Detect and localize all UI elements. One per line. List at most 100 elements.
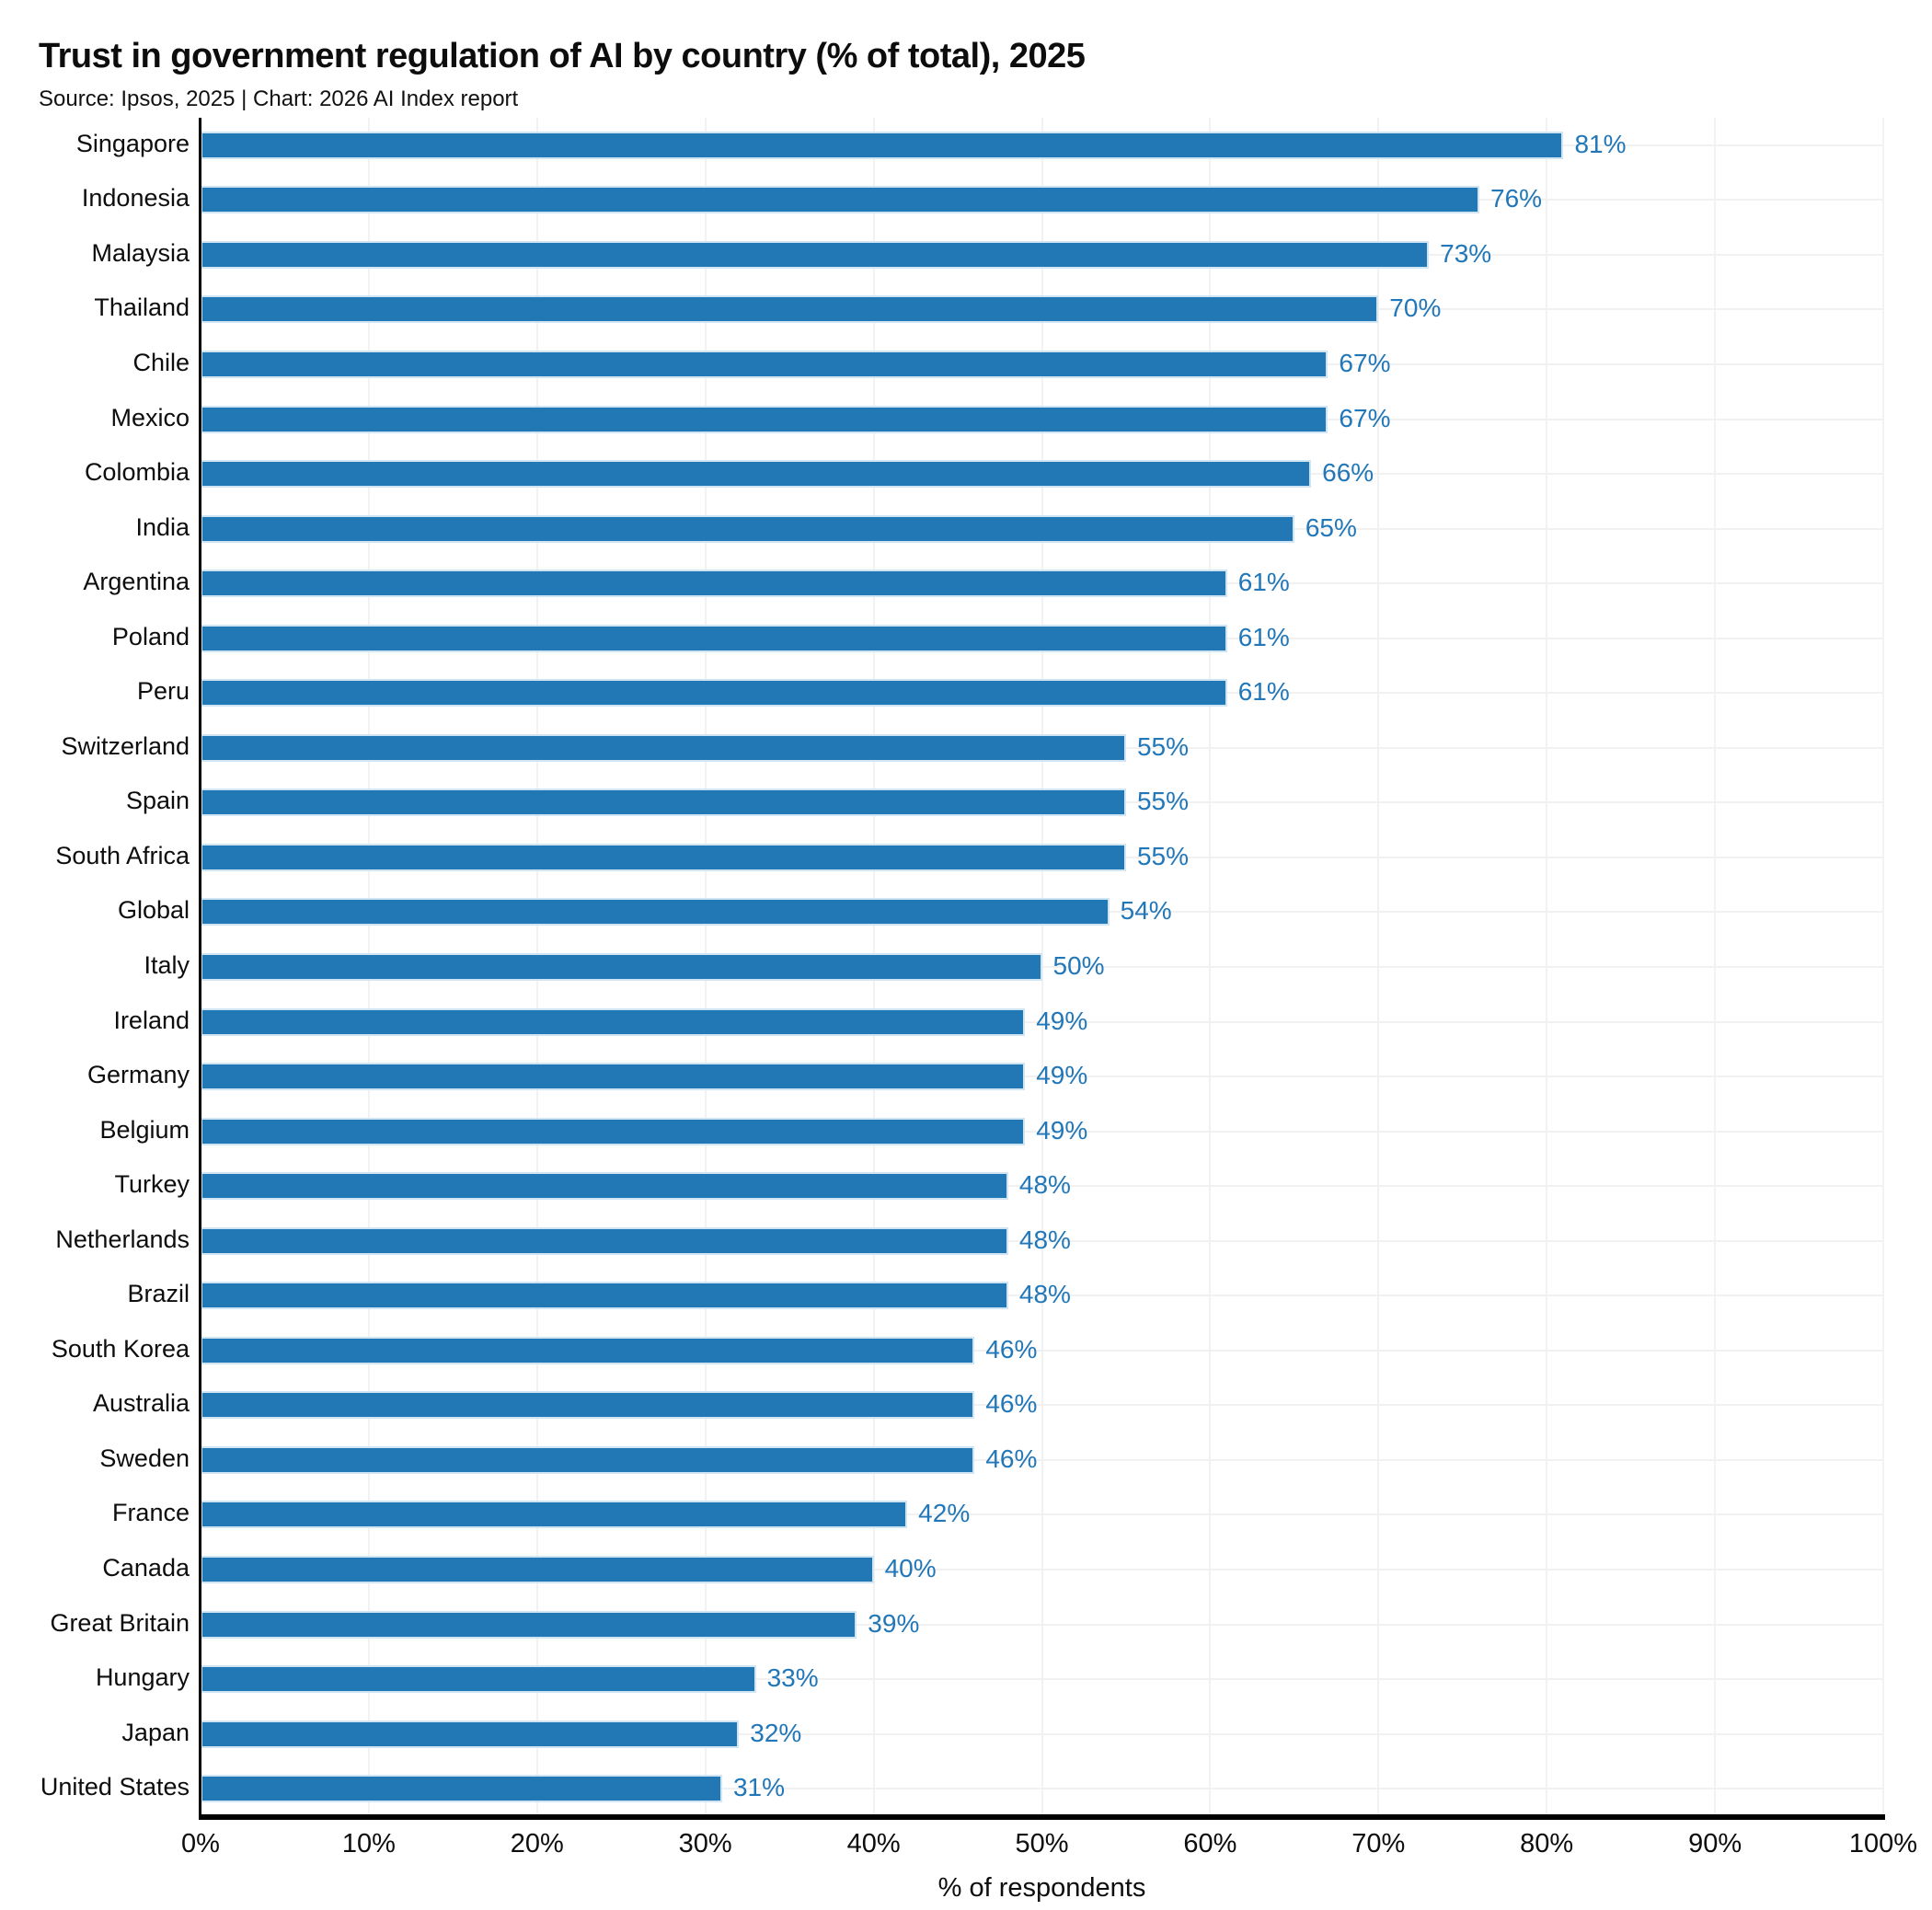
- y-gridline: [201, 966, 1883, 968]
- y-gridline: [201, 1130, 1883, 1133]
- category-label: Hungary: [95, 1663, 190, 1692]
- category-label: Chile: [132, 348, 190, 376]
- bar: [201, 1720, 740, 1748]
- bar: [201, 460, 1312, 489]
- bar: [201, 295, 1379, 324]
- category-label: Peru: [136, 677, 190, 706]
- value-label: 49%: [1036, 1006, 1088, 1035]
- category-label: Singapore: [75, 129, 190, 157]
- value-label: 55%: [1136, 787, 1189, 816]
- category-label: Spain: [125, 787, 190, 815]
- category-label: Mexico: [110, 403, 190, 431]
- bar: [201, 1007, 1026, 1036]
- x-axis-tick-label: 0%: [181, 1829, 220, 1858]
- category-label: United States: [40, 1773, 190, 1801]
- bar: [201, 1063, 1026, 1091]
- category-label: Poland: [111, 622, 190, 650]
- chart-title: Trust in government regulation of AI by …: [39, 37, 1086, 75]
- x-axis-tick-label: 30%: [678, 1829, 732, 1858]
- category-label: Great Britain: [50, 1608, 190, 1637]
- y-gridline: [201, 1513, 1883, 1516]
- y-gridline: [201, 1788, 1883, 1790]
- x-axis-line: [199, 1814, 1885, 1820]
- value-label: 48%: [1018, 1280, 1071, 1309]
- value-label: 67%: [1339, 348, 1391, 377]
- bar: [201, 514, 1294, 543]
- category-label: Indonesia: [81, 184, 190, 213]
- value-label: 46%: [985, 1334, 1038, 1363]
- bar: [201, 1226, 1008, 1255]
- x-axis-tick-label: 80%: [1520, 1829, 1574, 1858]
- value-label: 50%: [1052, 951, 1105, 980]
- bar: [201, 570, 1227, 598]
- category-label: Argentina: [83, 568, 190, 596]
- category-label: Belgium: [99, 1115, 190, 1144]
- value-label: 65%: [1305, 512, 1357, 542]
- value-label: 49%: [1036, 1115, 1088, 1145]
- value-label: 46%: [985, 1444, 1038, 1473]
- value-label: 76%: [1490, 184, 1543, 213]
- bar: [201, 1665, 756, 1694]
- x-axis-tick-label: 10%: [341, 1829, 396, 1858]
- value-label: 33%: [766, 1663, 819, 1693]
- value-label: 55%: [1136, 731, 1189, 761]
- bar: [201, 405, 1328, 433]
- category-label: Brazil: [127, 1280, 190, 1308]
- bar: [201, 1501, 908, 1529]
- bar: [201, 624, 1227, 652]
- chart-source-note: Source: Ipsos, 2025 | Chart: 2026 AI Ind…: [39, 86, 519, 111]
- value-label: 48%: [1018, 1170, 1071, 1200]
- category-label: Colombia: [84, 458, 190, 487]
- value-label: 61%: [1237, 677, 1290, 707]
- y-gridline: [201, 1349, 1883, 1352]
- y-gridline: [201, 1678, 1883, 1681]
- bar: [201, 679, 1227, 708]
- value-label: 42%: [918, 1499, 971, 1528]
- y-axis-line: [199, 118, 201, 1818]
- value-label: 46%: [985, 1389, 1038, 1419]
- category-label: Germany: [86, 1061, 190, 1089]
- bar: [201, 186, 1480, 214]
- value-label: 70%: [1389, 293, 1442, 323]
- category-label: Italy: [144, 951, 190, 979]
- bar: [201, 350, 1328, 378]
- x-axis-tick-label: 90%: [1688, 1829, 1742, 1858]
- value-label: 32%: [750, 1718, 802, 1747]
- bar: [201, 843, 1126, 871]
- bar: [201, 1282, 1008, 1310]
- category-label: Turkey: [114, 1170, 190, 1199]
- y-gridline: [201, 1076, 1883, 1078]
- bar: [201, 953, 1042, 981]
- y-gridline: [201, 1185, 1883, 1188]
- x-gridline: [1882, 118, 1884, 1816]
- value-label: 67%: [1339, 403, 1391, 432]
- value-label: 73%: [1440, 238, 1492, 268]
- bar: [201, 1445, 975, 1474]
- y-gridline: [201, 1404, 1883, 1407]
- x-axis-tick-label: 60%: [1183, 1829, 1237, 1858]
- y-gridline: [201, 1020, 1883, 1023]
- category-label: Malaysia: [91, 238, 190, 267]
- y-gridline: [201, 1239, 1883, 1242]
- category-label: South Africa: [55, 841, 190, 869]
- category-label: Japan: [121, 1718, 190, 1746]
- bar: [201, 898, 1110, 926]
- value-label: 66%: [1322, 458, 1374, 488]
- x-axis-tick-label: 50%: [1015, 1829, 1069, 1858]
- bar: [201, 240, 1430, 269]
- x-axis-tick-label: 20%: [510, 1829, 564, 1858]
- bar: [201, 733, 1126, 762]
- category-label: Ireland: [113, 1006, 190, 1034]
- y-gridline: [201, 1458, 1883, 1461]
- value-label: 39%: [868, 1608, 920, 1638]
- y-gridline: [201, 1623, 1883, 1626]
- category-label: France: [111, 1499, 190, 1527]
- value-label: 31%: [732, 1773, 786, 1802]
- category-label: Canada: [102, 1554, 190, 1582]
- category-label: Sweden: [99, 1444, 190, 1472]
- value-label: 61%: [1237, 568, 1290, 597]
- y-gridline: [201, 1294, 1883, 1297]
- bar: [201, 131, 1564, 159]
- bar: [201, 1391, 975, 1420]
